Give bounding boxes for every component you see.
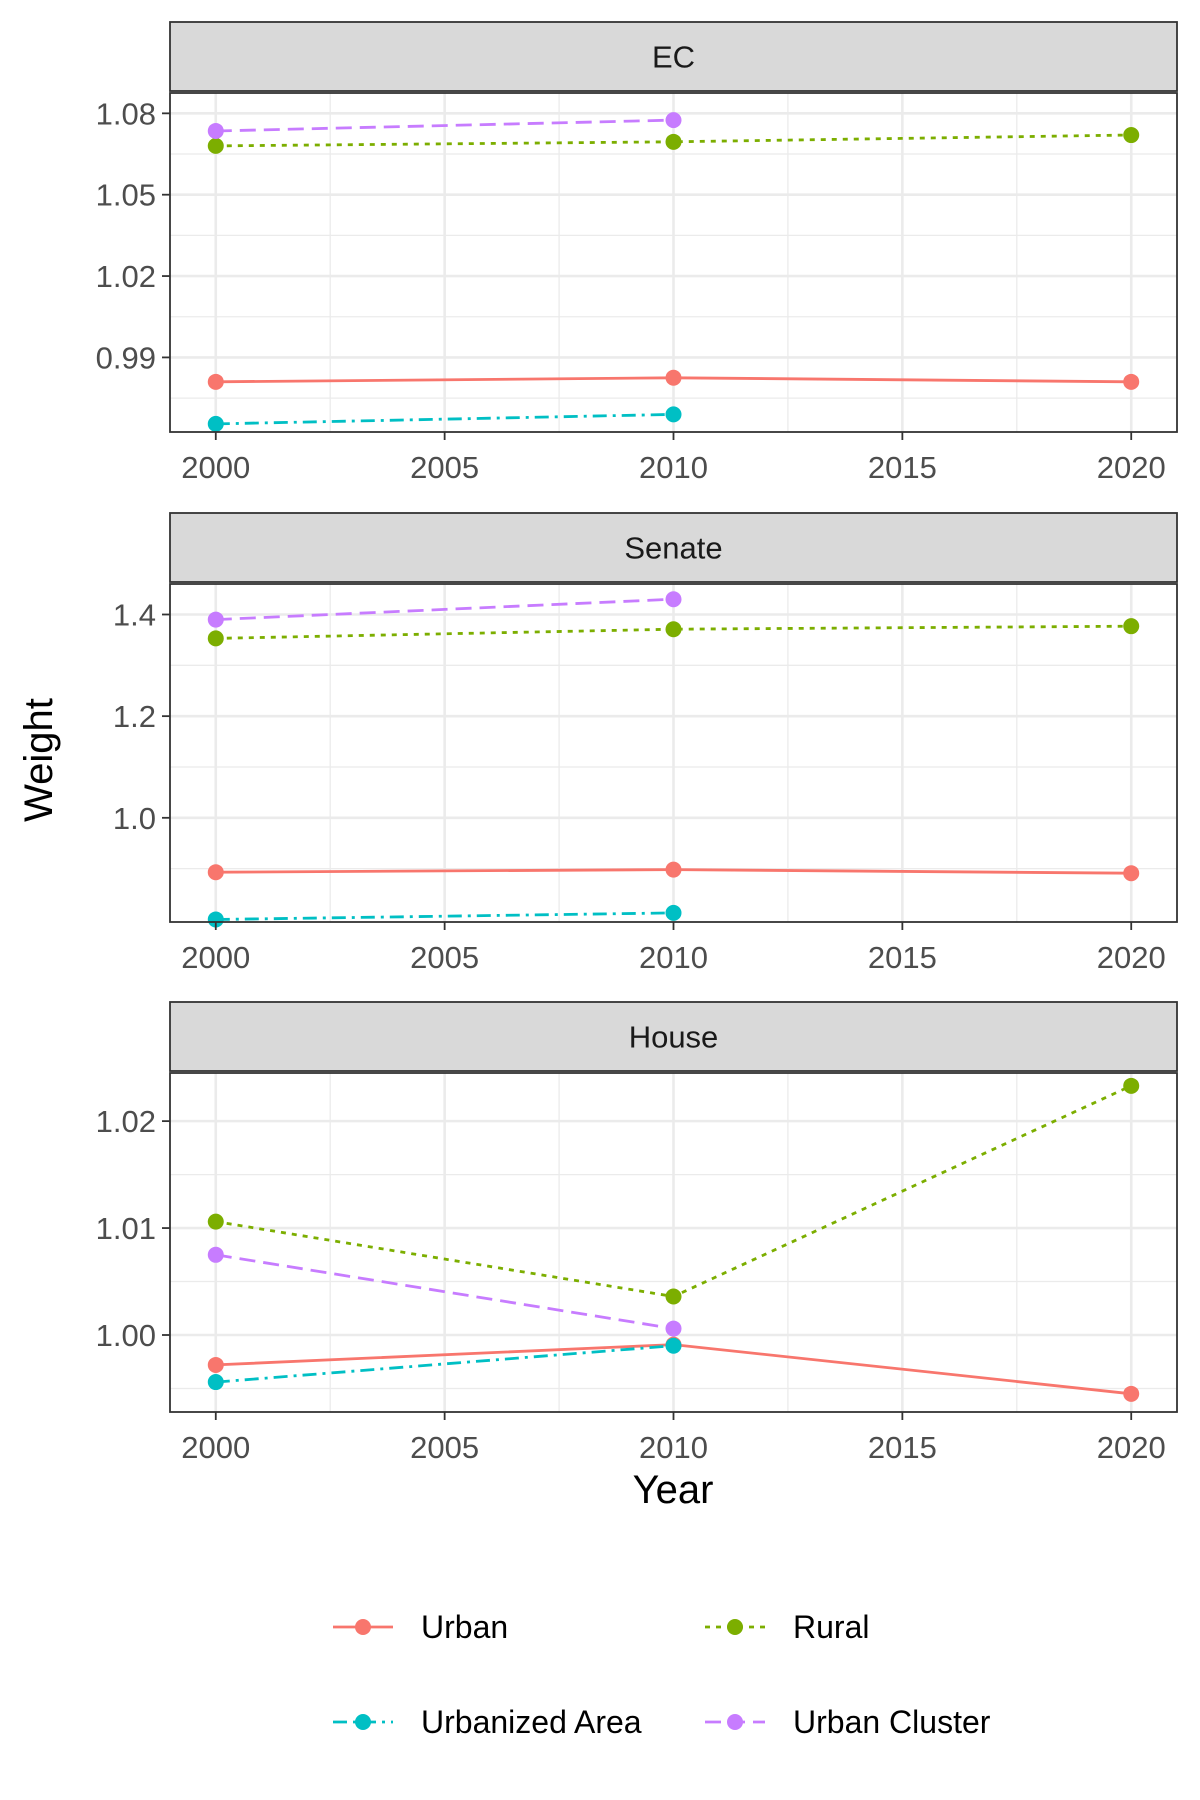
facet-strip (169, 1001, 1178, 1072)
x-tick-label: 2010 (639, 940, 708, 975)
x-tick-label: 2000 (181, 450, 250, 485)
y-tick-label: 1.02 (96, 1104, 156, 1139)
x-tick-label: 2020 (1097, 940, 1166, 975)
data-point-urbanized-area (207, 911, 224, 928)
legend-label: Urban (421, 1609, 508, 1645)
series-line-rural (215, 624, 1132, 640)
data-point-urban (207, 864, 224, 881)
data-point-urban-cluster (207, 122, 224, 139)
y-tick-label: 1.02 (96, 259, 156, 294)
y-tick-label: 1.08 (96, 96, 156, 131)
data-point-rural (207, 137, 224, 154)
facet-strip-label: Senate (624, 531, 722, 566)
legend-item-rural: Rural (705, 1609, 869, 1645)
x-tick-label: 2015 (868, 1430, 937, 1465)
data-point-rural (207, 1213, 224, 1230)
data-point-rural (665, 133, 682, 150)
panel-ec: EC 0.99 1.02 1.05 1.08 2000 2005 2010 2015 2020 (96, 21, 1178, 485)
series-line-urbanized-area (215, 911, 674, 921)
y-tick-label: 1.05 (96, 178, 156, 213)
legend: Urban Rural Urbanized Area Urban Cluster (333, 1609, 991, 1740)
series-line-urban-cluster (215, 118, 674, 133)
data-point-urban-cluster (207, 611, 224, 628)
series-line-urban-cluster (215, 597, 674, 621)
data-point-urban-cluster (665, 591, 682, 608)
facet-strip-label: House (629, 1020, 719, 1055)
x-tick-label: 2020 (1097, 1430, 1166, 1465)
legend-key-point (355, 1619, 371, 1635)
data-point-urbanized-area (207, 1374, 224, 1391)
data-point-rural (1123, 1077, 1140, 1094)
legend-label: Rural (793, 1609, 869, 1645)
data-point-urban (1123, 373, 1140, 390)
x-tick-label: 2000 (181, 1430, 250, 1465)
data-point-urban (207, 373, 224, 390)
legend-label: Urban Cluster (793, 1704, 991, 1740)
data-point-rural (1123, 127, 1140, 144)
x-tick-label: 2005 (410, 450, 479, 485)
data-point-urban (1123, 865, 1140, 882)
legend-item-urban: Urban (333, 1609, 508, 1645)
x-axis-title: Year (633, 1468, 714, 1512)
x-tick-label: 2010 (639, 450, 708, 485)
legend-item-urban-cluster: Urban Cluster (705, 1704, 991, 1740)
data-point-urbanized-area (665, 406, 682, 423)
series-line-urbanized-area (215, 1344, 674, 1384)
series-line-urban-cluster (215, 1253, 674, 1330)
x-tick-label: 2015 (868, 450, 937, 485)
x-tick-label: 2005 (410, 1430, 479, 1465)
y-tick-label: 1.2 (113, 699, 156, 734)
data-point-urbanized-area (665, 904, 682, 921)
x-tick-label: 2005 (410, 940, 479, 975)
data-point-urbanized-area (665, 1337, 682, 1354)
data-point-urban (665, 861, 682, 878)
legend-key-point (355, 1714, 371, 1730)
y-tick-label: 1.00 (96, 1318, 156, 1353)
y-tick-label: 1.01 (96, 1211, 156, 1246)
panel-senate: Senate 1.0 1.2 1.4 2000 2005 2010 2015 2020 (113, 512, 1178, 975)
data-point-rural (665, 1288, 682, 1305)
legend-label: Urbanized Area (421, 1704, 642, 1740)
legend-key-point (727, 1619, 743, 1635)
legend-key-point (727, 1714, 743, 1730)
data-point-urbanized-area (207, 415, 224, 432)
data-point-urban (207, 1356, 224, 1373)
series-line-rural (215, 133, 1132, 148)
panel-house: House 1.00 1.01 1.02 2000 2005 2010 2015 2020 (96, 1001, 1178, 1465)
data-point-rural (207, 630, 224, 647)
x-tick-label: 2015 (868, 940, 937, 975)
data-point-urban (665, 369, 682, 386)
facet-strip (169, 512, 1178, 583)
x-tick-label: 2020 (1097, 450, 1166, 485)
data-point-rural (1123, 618, 1140, 635)
y-tick-label: 0.99 (96, 340, 156, 375)
data-point-urban (1123, 1385, 1140, 1402)
data-point-rural (665, 621, 682, 638)
facet-strip-label: EC (652, 40, 695, 75)
x-tick-label: 2010 (639, 1430, 708, 1465)
data-point-urban-cluster (665, 112, 682, 129)
series-line-urbanized-area (215, 413, 674, 426)
data-point-urban-cluster (207, 1246, 224, 1263)
x-tick-label: 2000 (181, 940, 250, 975)
y-tick-label: 1.4 (113, 597, 156, 632)
data-point-urban-cluster (665, 1320, 682, 1337)
facet-strip (169, 21, 1178, 92)
legend-item-urbanized-area: Urbanized Area (333, 1704, 642, 1740)
y-tick-label: 1.0 (113, 801, 156, 836)
y-axis-title: Weight (17, 698, 61, 822)
